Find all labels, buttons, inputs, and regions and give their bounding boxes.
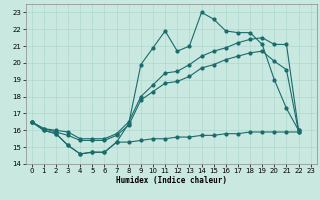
X-axis label: Humidex (Indice chaleur): Humidex (Indice chaleur): [116, 176, 227, 185]
